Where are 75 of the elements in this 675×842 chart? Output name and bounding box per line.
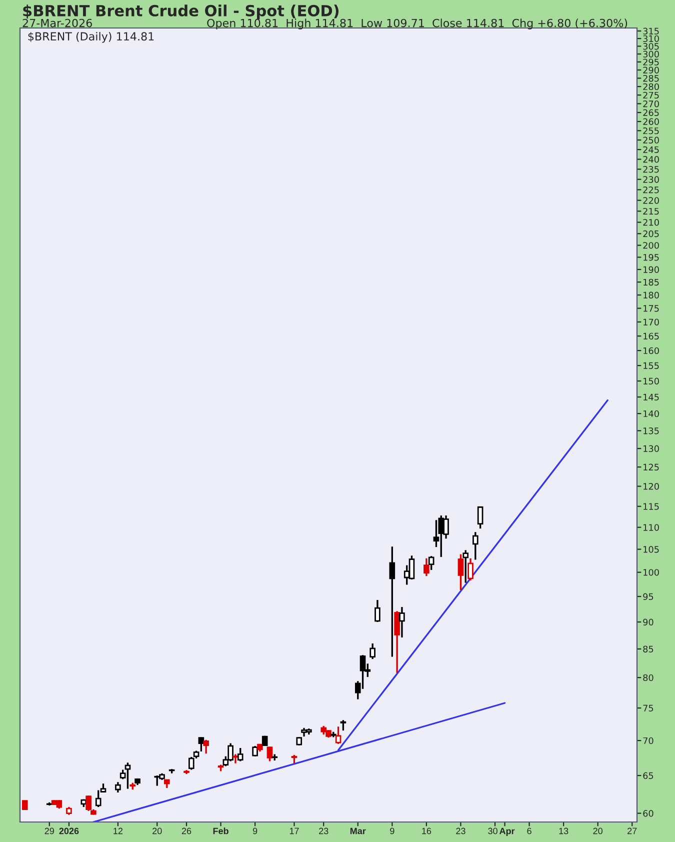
y-tick-label: 195 bbox=[644, 254, 659, 261]
y-tick-label: 115 bbox=[644, 503, 659, 510]
y-tick-label: 260 bbox=[643, 118, 659, 126]
y-tick-label: 175 bbox=[644, 305, 659, 312]
y-tick-label: 215 bbox=[643, 208, 659, 215]
y-tick-label: 65 bbox=[643, 772, 654, 780]
x-tick-label: 9 bbox=[390, 828, 394, 834]
y-tick-label: 290 bbox=[643, 66, 659, 74]
y-tick-label: 110 bbox=[644, 524, 659, 531]
y-tick-label: 165 bbox=[644, 332, 659, 340]
x-tick-label: 20 bbox=[152, 828, 162, 834]
y-tick-label: 90 bbox=[643, 618, 654, 626]
y-tick-label: 120 bbox=[644, 483, 659, 490]
y-tick-label: 180 bbox=[644, 292, 659, 298]
x-tick-label: Mar bbox=[350, 828, 366, 834]
x-tick-label: 23 bbox=[456, 828, 466, 834]
x-tick-label: 26 bbox=[182, 828, 192, 834]
y-tick-label: 280 bbox=[643, 83, 659, 90]
x-tick-label: 12 bbox=[114, 828, 123, 834]
y-tick-label: 235 bbox=[643, 166, 659, 173]
y-tick-label: 275 bbox=[643, 92, 659, 99]
y-tick-label: 265 bbox=[643, 109, 659, 116]
y-tick-label: 145 bbox=[644, 394, 659, 400]
y-tick-label: 155 bbox=[644, 362, 659, 370]
y-tick-label: 160 bbox=[644, 347, 659, 354]
x-tick-label: 29 bbox=[44, 828, 54, 834]
x-tick-label: 17 bbox=[290, 828, 299, 834]
annotation: $BRENT (Daily) 114.81 bbox=[28, 32, 154, 43]
y-tick-label: 220 bbox=[643, 197, 659, 204]
x-tick-label: Apr bbox=[499, 828, 515, 836]
y-tick-label: 135 bbox=[644, 427, 659, 434]
y-tick-label: 295 bbox=[643, 58, 659, 66]
chart-title: $BRENT Brent Crude Oil - Spot (EOD) bbox=[23, 4, 339, 20]
y-tick-label: 150 bbox=[644, 378, 659, 385]
y-tick-label: 80 bbox=[643, 674, 654, 682]
y-tick-label: 300 bbox=[643, 50, 659, 58]
y-tick-label: 170 bbox=[644, 318, 659, 326]
y-tick-label: 270 bbox=[643, 100, 659, 108]
y-tick-label: 60 bbox=[643, 810, 654, 817]
x-tick-label: Feb bbox=[213, 828, 228, 834]
annotation: Open 110.81 High 114.81 Low 109.71 Close 114.81 Chg +6.80 (+6.30%) bbox=[207, 18, 628, 30]
y-tick-label: 230 bbox=[643, 176, 659, 183]
y-tick-label: 315 bbox=[643, 28, 659, 34]
x-tick-label: 23 bbox=[319, 828, 328, 834]
y-tick-label: 140 bbox=[644, 410, 659, 418]
y-tick-label: 310 bbox=[643, 35, 659, 42]
y-tick-label: 75 bbox=[643, 704, 654, 712]
y-tick-label: 105 bbox=[644, 546, 659, 553]
y-tick-label: 130 bbox=[644, 445, 659, 452]
x-tick-label: 16 bbox=[422, 828, 432, 834]
y-tick-label: 250 bbox=[643, 136, 659, 144]
chart-subtitle: 27-Mar-2026 bbox=[22, 18, 92, 28]
y-tick-label: 240 bbox=[643, 156, 659, 163]
x-tick-label: 20 bbox=[593, 828, 602, 834]
y-tick-label: 255 bbox=[643, 127, 659, 134]
y-tick-label: 205 bbox=[643, 230, 659, 238]
y-tick-label: 85 bbox=[643, 646, 654, 652]
y-tick-label: 100 bbox=[644, 569, 659, 576]
x-tick-label: 30 bbox=[488, 828, 498, 834]
y-tick-label: 210 bbox=[643, 219, 659, 226]
x-tick-label: 9 bbox=[252, 828, 258, 834]
x-tick-label: 6 bbox=[527, 828, 532, 834]
y-tick-label: 70 bbox=[643, 737, 654, 744]
y-tick-label: 185 bbox=[644, 278, 659, 286]
x-tick-label: 13 bbox=[559, 828, 568, 834]
y-tick-label: 285 bbox=[643, 74, 659, 82]
y-tick-label: 190 bbox=[644, 266, 659, 273]
y-tick-label: 200 bbox=[643, 242, 659, 249]
y-tick-label: 95 bbox=[643, 593, 654, 600]
x-tick-label: 2026 bbox=[59, 828, 79, 834]
y-tick-label: 245 bbox=[643, 146, 659, 154]
x-tick-label: 27 bbox=[628, 828, 637, 834]
y-tick-label: 125 bbox=[644, 464, 659, 471]
y-tick-label: 225 bbox=[643, 186, 659, 194]
y-tick-label: 305 bbox=[643, 42, 659, 50]
